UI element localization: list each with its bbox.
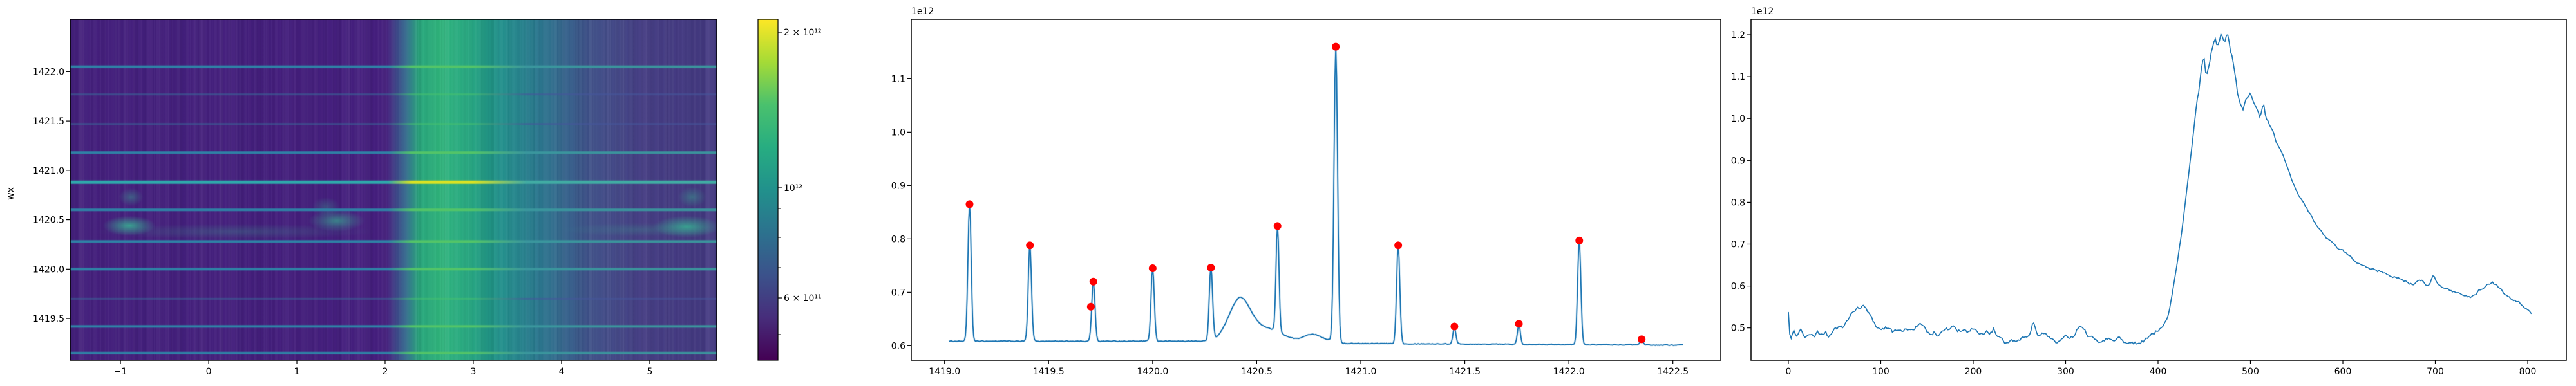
heatmap-y-tick-label: 1422.0	[33, 67, 64, 77]
timeseries-y-tick-label: 0.7	[1731, 239, 1745, 250]
spectrum-line-halo	[948, 46, 1683, 347]
heatmap-x-tick-label: 2	[383, 367, 388, 377]
timeseries-offset-label: 1e12	[1751, 6, 1774, 17]
colorbar-frame	[757, 19, 779, 361]
colorbar-tick-label: 6 × 10¹¹	[784, 293, 822, 304]
colorbar-tick-label: 2 × 10¹²	[784, 28, 822, 38]
spectrum-x-tick-label: 1420.0	[1137, 367, 1168, 377]
heatmap-y-tick-label: 1421.0	[33, 166, 64, 176]
peak-marker	[1394, 241, 1403, 250]
peak-marker	[1638, 335, 1646, 344]
timeseries-x-tick-label: 300	[2057, 367, 2074, 377]
peak-marker	[1148, 264, 1157, 273]
peak-marker	[1515, 320, 1523, 328]
heatmap-canvas	[70, 19, 717, 360]
colorbar-tick-label: 10¹²	[784, 183, 802, 194]
timeseries-axes-frame	[1750, 19, 2567, 361]
timeseries-x-tick-label: 700	[2427, 367, 2444, 377]
spectrum-y-tick-label: 0.6	[891, 341, 905, 351]
timeseries-y-tick-label: 0.8	[1731, 198, 1745, 208]
generated-plot-elements: −1 0 1 2 3 4 5 1422.0 1421.5 1421.0 1420.5 1420.0 14…	[33, 19, 2567, 377]
spectrum-x-tick-label: 1419.0	[929, 367, 960, 377]
timeseries-y-tick-label: 1.1	[1731, 72, 1745, 82]
spectrum-y-tick-label: 0.7	[891, 288, 905, 298]
spectrum-axes-frame	[911, 19, 1721, 361]
timeseries-x-tick-label: 200	[1965, 367, 1982, 377]
heatmap-y-tick-label: 1420.0	[33, 264, 64, 275]
peak-marker	[1273, 222, 1282, 230]
timeseries-x-tick-label: 600	[2334, 367, 2352, 377]
timeseries-x-tick-label: 400	[2150, 367, 2167, 377]
peak-marker	[1450, 322, 1459, 331]
peak-marker	[1207, 264, 1215, 272]
timeseries-x-tick-label: 100	[1872, 367, 1889, 377]
spectrum-line	[948, 46, 1683, 346]
spectrum-x-tick-label: 1422.0	[1553, 367, 1585, 377]
heatmap-x-tick-label: 3	[470, 367, 476, 377]
heatmap-x-tick-label: −1	[114, 367, 128, 377]
spectrum-offset-label: 1e12	[911, 6, 934, 17]
spectrum-y-tick-label: 0.9	[891, 181, 905, 191]
heatmap-y-tick-label: 1419.5	[33, 314, 64, 324]
heatmap-x-tick-label: 4	[558, 367, 564, 377]
peak-marker	[1332, 42, 1340, 51]
peak-marker	[1026, 241, 1034, 250]
spectrum-y-tick-label: 1.0	[891, 127, 905, 138]
spectrum-x-tick-label: 1421.5	[1449, 367, 1481, 377]
spectrum-x-tick-label: 1419.5	[1033, 367, 1065, 377]
heatmap-x-tick-label: 1	[294, 367, 300, 377]
heatmap-x-tick-label: 5	[647, 367, 652, 377]
heatmap-x-tick-label: 0	[206, 367, 212, 377]
timeseries-y-tick-label: 0.6	[1731, 282, 1745, 292]
timeseries-x-tick-label: 800	[2519, 367, 2537, 377]
heatmap-ylabel: wx	[6, 187, 16, 200]
spectrum-x-tick-label: 1420.5	[1241, 367, 1273, 377]
spectrum-y-tick-label: 1.1	[891, 74, 905, 84]
peak-marker	[1089, 277, 1097, 286]
timeseries-x-tick-label: 0	[1786, 367, 1792, 377]
heatmap-y-tick-label: 1421.5	[33, 116, 64, 127]
spectrum-x-tick-label: 1422.5	[1657, 367, 1689, 377]
timeseries-x-tick-label: 500	[2242, 367, 2259, 377]
heatmap-axes-frame	[70, 19, 717, 361]
timeseries-line	[1788, 32, 2532, 345]
timeseries-y-tick-label: 0.9	[1731, 156, 1745, 166]
timeseries-y-tick-label: 0.5	[1731, 324, 1745, 334]
spectrum-y-tick-label: 0.8	[891, 234, 905, 244]
heatmap-y-tick-label: 1420.5	[33, 216, 64, 226]
peak-marker	[1086, 302, 1095, 311]
peak-marker	[1575, 236, 1584, 244]
colorbar	[758, 19, 778, 360]
timeseries-y-tick-label: 1.2	[1731, 30, 1745, 41]
timeseries-y-tick-label: 1.0	[1731, 114, 1745, 124]
peak-marker	[965, 200, 974, 208]
spectrum-x-tick-label: 1421.0	[1345, 367, 1376, 377]
